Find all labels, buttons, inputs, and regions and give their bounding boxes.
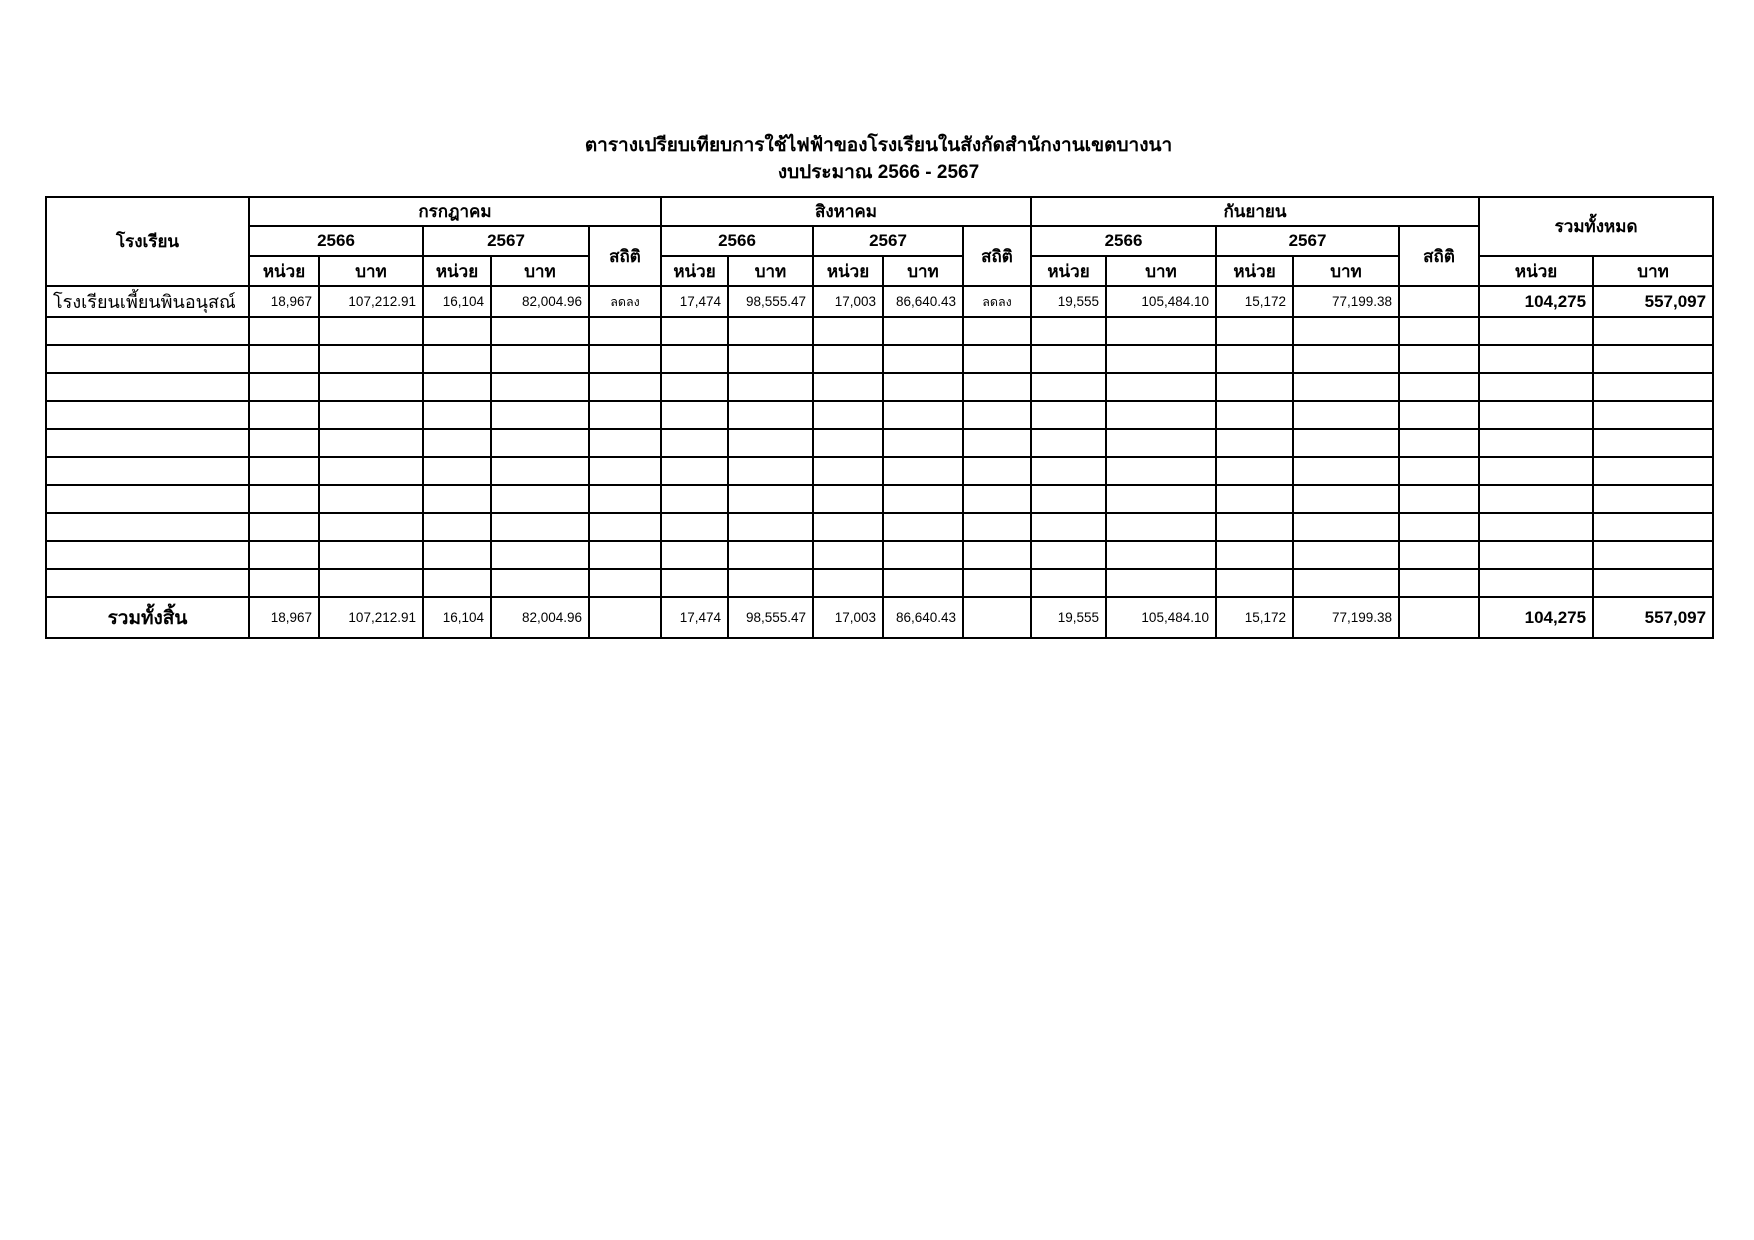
table-row-empty bbox=[45, 372, 1715, 402]
sep-67-baht-cell: 77,199.38 bbox=[1292, 285, 1400, 318]
col-header-grand-total: รวมทั้งหมด bbox=[1478, 196, 1715, 257]
year-header-jul-2566: 2566 bbox=[248, 225, 424, 257]
footer-aug-67-unit-cell: 17,003 bbox=[812, 596, 884, 639]
col-header-jul-stat: สถิติ bbox=[588, 225, 662, 287]
footer-sep-66-unit-cell: 19,555 bbox=[1030, 596, 1107, 639]
col-header-total-unit: หน่วย bbox=[1478, 255, 1595, 287]
page-title: ตารางเปรียบเทียบการใช้ไฟฟ้าของโรงเรียนใน… bbox=[584, 135, 1173, 156]
year-header-sep-2566: 2566 bbox=[1030, 225, 1217, 257]
footer-sep-67-baht-cell: 77,199.38 bbox=[1292, 596, 1400, 639]
table-row-school: โรงเรียนเพี้ยนพินอนุสณ์ 18,967 107,212.9… bbox=[45, 285, 1715, 318]
aug-67-unit-cell: 17,003 bbox=[812, 285, 884, 318]
col-header-aug-stat: สถิติ bbox=[962, 225, 1032, 287]
jul-67-baht-cell: 82,004.96 bbox=[490, 285, 590, 318]
sep-67-unit-cell: 15,172 bbox=[1215, 285, 1294, 318]
total-baht-cell: 557,097 bbox=[1592, 285, 1715, 318]
header-row-units: หน่วย บาท หน่วย บาท หน่วย บาท หน่วย บาท … bbox=[46, 255, 1715, 287]
aug-67-baht-cell: 86,640.43 bbox=[882, 285, 964, 318]
footer-aug-66-baht-cell: 98,555.47 bbox=[727, 596, 814, 639]
table-row-empty bbox=[45, 568, 1715, 598]
col-header-sep-66-baht: บาท bbox=[1105, 255, 1217, 287]
sep-66-baht-cell: 105,484.10 bbox=[1105, 285, 1217, 318]
footer-jul-66-unit-cell: 18,967 bbox=[248, 596, 320, 639]
col-header-aug-66-unit: หน่วย bbox=[660, 255, 729, 287]
footer-total-baht-cell: 557,097 bbox=[1592, 596, 1715, 639]
table-row-empty bbox=[45, 540, 1715, 570]
col-header-sep-stat: สถิติ bbox=[1397, 225, 1481, 287]
month-header-september: กันยายน bbox=[1029, 196, 1481, 227]
col-header-aug-66-baht: บาท bbox=[727, 255, 814, 287]
footer-jul-67-unit-cell: 16,104 bbox=[422, 596, 492, 639]
col-header-jul-66-unit: หน่วย bbox=[248, 255, 320, 287]
table-row-empty bbox=[45, 344, 1715, 374]
table-row-empty bbox=[45, 316, 1715, 346]
title-block: ตารางเปรียบเทียบการใช้ไฟฟ้าของโรงเรียนใน… bbox=[45, 132, 1712, 186]
table-row-grand-total: รวมทั้งสิ้น 18,967 107,212.91 16,104 82,… bbox=[45, 596, 1715, 639]
col-header-school: โรงเรียน bbox=[45, 196, 250, 287]
jul-67-unit-cell: 16,104 bbox=[422, 285, 492, 318]
col-header-jul-67-baht: บาท bbox=[490, 255, 590, 287]
aug-66-baht-cell: 98,555.47 bbox=[727, 285, 814, 318]
aug-stat-cell: ลดลง bbox=[962, 285, 1032, 318]
footer-sep-67-unit-cell: 15,172 bbox=[1215, 596, 1294, 639]
footer-sep-66-baht-cell: 105,484.10 bbox=[1105, 596, 1217, 639]
electricity-comparison-table: โรงเรียน กรกฎาคม สิงหาคม กันยายน รวมทั้ง… bbox=[45, 196, 1715, 639]
school-name-cell: โรงเรียนเพี้ยนพินอนุสณ์ bbox=[45, 285, 250, 318]
month-header-july: กรกฎาคม bbox=[248, 196, 662, 227]
header-row-years: 2566 2567 สถิติ 2566 2567 สถิติ 2566 256… bbox=[46, 225, 1713, 287]
col-header-aug-67-unit: หน่วย bbox=[812, 255, 884, 287]
footer-jul-66-baht-cell: 107,212.91 bbox=[318, 596, 424, 639]
year-header-aug-2567: 2567 bbox=[812, 225, 964, 257]
jul-66-unit-cell: 18,967 bbox=[248, 285, 320, 318]
sep-66-unit-cell: 19,555 bbox=[1030, 285, 1107, 318]
aug-66-unit-cell: 17,474 bbox=[660, 285, 729, 318]
year-header-sep-2567: 2567 bbox=[1215, 225, 1400, 257]
col-header-total-baht: บาท bbox=[1592, 255, 1715, 287]
footer-aug-66-unit-cell: 17,474 bbox=[660, 596, 729, 639]
footer-total-units-cell: 104,275 bbox=[1478, 596, 1595, 639]
footer-aug-67-baht-cell: 86,640.43 bbox=[882, 596, 964, 639]
grand-total-label-cell: รวมทั้งสิ้น bbox=[45, 596, 250, 639]
month-header-august: สิงหาคม bbox=[660, 196, 1032, 227]
table-row-empty bbox=[45, 484, 1715, 514]
sep-stat-cell bbox=[1397, 285, 1481, 318]
col-header-sep-67-baht: บาท bbox=[1292, 255, 1400, 287]
total-units-cell: 104,275 bbox=[1478, 285, 1595, 318]
page-subtitle: งบประมาณ 2566 - 2567 bbox=[777, 162, 980, 183]
footer-jul-stat-cell bbox=[588, 596, 662, 639]
col-header-sep-66-unit: หน่วย bbox=[1030, 255, 1107, 287]
footer-jul-67-baht-cell: 82,004.96 bbox=[490, 596, 590, 639]
col-header-sep-67-unit: หน่วย bbox=[1215, 255, 1294, 287]
year-header-aug-2566: 2566 bbox=[660, 225, 814, 257]
jul-66-baht-cell: 107,212.91 bbox=[318, 285, 424, 318]
col-header-aug-67-baht: บาท bbox=[882, 255, 964, 287]
document-page: ตารางเปรียบเทียบการใช้ไฟฟ้าของโรงเรียนใน… bbox=[45, 0, 1715, 639]
col-header-jul-67-unit: หน่วย bbox=[422, 255, 492, 287]
table-row-empty bbox=[45, 400, 1715, 430]
header-row-months: โรงเรียน กรกฎาคม สิงหาคม กันยายน รวมทั้ง… bbox=[45, 196, 1715, 287]
table-row-empty bbox=[45, 456, 1715, 486]
col-header-jul-66-baht: บาท bbox=[318, 255, 424, 287]
year-header-jul-2567: 2567 bbox=[422, 225, 590, 257]
jul-stat-cell: ลดลง bbox=[588, 285, 662, 318]
table-row-empty bbox=[45, 512, 1715, 542]
table-row-empty bbox=[45, 428, 1715, 458]
footer-aug-stat-cell bbox=[962, 596, 1032, 639]
footer-sep-stat-cell bbox=[1397, 596, 1481, 639]
